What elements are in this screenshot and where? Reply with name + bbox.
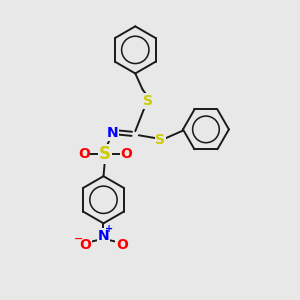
Text: O: O	[79, 238, 91, 252]
Text: +: +	[105, 224, 113, 234]
Text: O: O	[120, 146, 132, 161]
Text: −: −	[74, 234, 83, 244]
Text: S: S	[143, 94, 153, 108]
Text: S: S	[155, 133, 165, 147]
Text: S: S	[99, 145, 111, 163]
Text: N: N	[98, 229, 109, 243]
Text: N: N	[106, 126, 118, 140]
Text: O: O	[78, 146, 90, 161]
Text: O: O	[116, 238, 128, 252]
